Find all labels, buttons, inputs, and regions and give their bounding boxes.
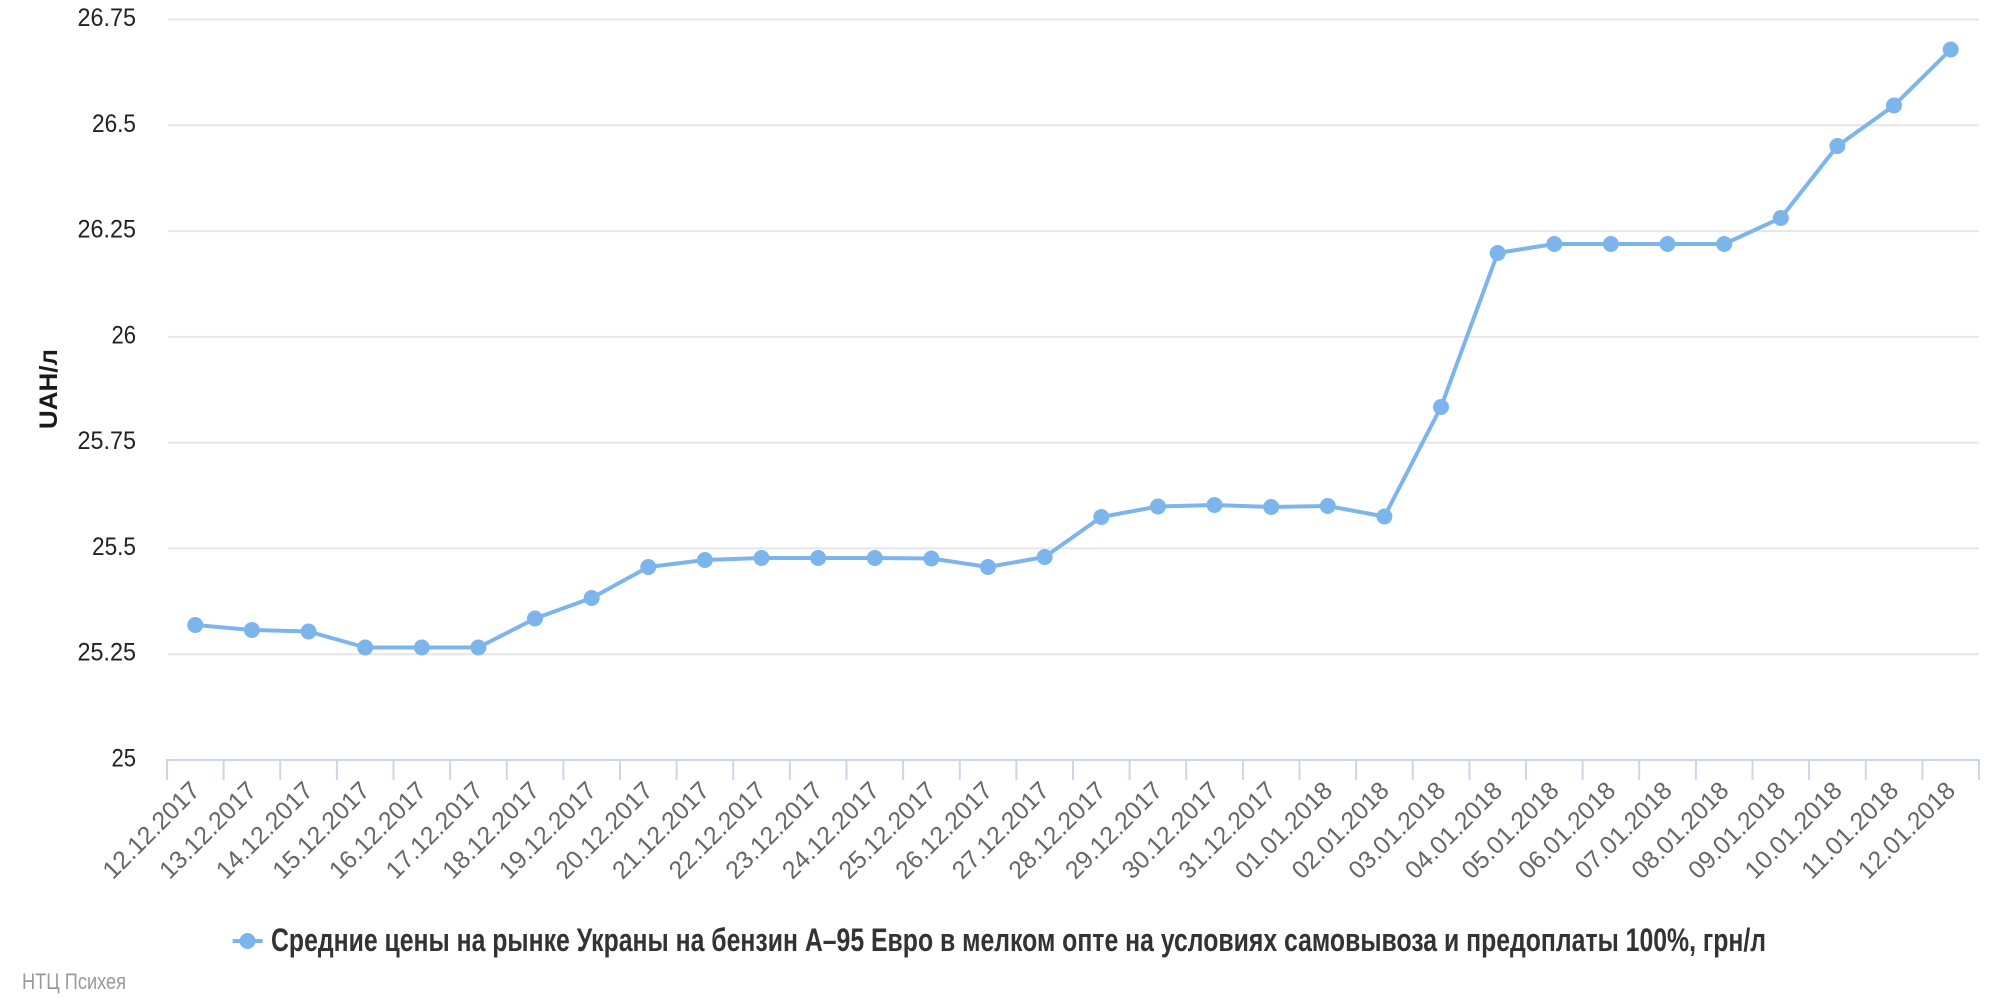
svg-text:UAH/л: UAH/л (35, 349, 63, 429)
svg-text:26.75: 26.75 (78, 4, 137, 32)
svg-text:25.75: 25.75 (78, 427, 137, 455)
svg-text:26.5: 26.5 (92, 110, 136, 138)
svg-text:25.25: 25.25 (78, 639, 137, 667)
svg-text:25.5: 25.5 (92, 533, 136, 561)
svg-text:Средние цены на рынке Украны н: Средние цены на рынке Украны на бензин А… (271, 922, 1766, 958)
svg-text:26: 26 (112, 321, 137, 349)
svg-text:25: 25 (112, 745, 137, 773)
svg-text:26.25: 26.25 (78, 216, 137, 244)
svg-text:НТЦ Психея: НТЦ Психея (22, 969, 126, 994)
